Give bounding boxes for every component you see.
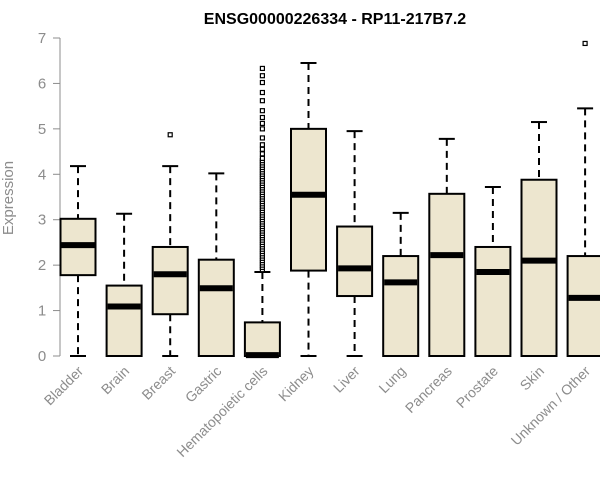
x-tick-label: Liver: [330, 363, 363, 396]
y-tick-label: 6: [38, 75, 46, 92]
outlier-point: [259, 155, 265, 161]
box-body: [382, 255, 420, 357]
outlier-point: [259, 89, 265, 96]
outlier-point: [259, 120, 265, 127]
y-axis: 0 1 2 3 4 5 6 7: [38, 30, 61, 365]
box-liver: [336, 130, 374, 357]
outlier-point: [259, 142, 265, 148]
x-tick-label: Brain: [98, 363, 132, 397]
outlier-point: [259, 151, 265, 157]
y-tick-label: 5: [38, 121, 46, 138]
x-tick-label: Breast: [138, 363, 178, 403]
box-gastric: [197, 172, 235, 358]
box-prostate: [474, 186, 512, 358]
box-skin: [520, 121, 558, 357]
outlier-point: [259, 108, 265, 114]
outlier-point: [259, 98, 265, 104]
x-tick-label: Lung: [375, 363, 408, 396]
boxes-group: [59, 40, 600, 359]
outlier-point: [259, 146, 265, 152]
outlier-point: [259, 73, 265, 79]
box-body: [290, 127, 327, 272]
y-axis-label: Expression: [0, 161, 17, 235]
outlier-point: [259, 135, 265, 141]
x-tick-label: Kidney: [275, 363, 317, 405]
box-body: [520, 178, 558, 357]
y-tick-label: 3: [38, 212, 46, 229]
x-tick-label: Hematopoietic cells: [173, 363, 270, 460]
box-body: [105, 284, 143, 358]
outlier-point: [259, 65, 265, 72]
box-body: [474, 245, 512, 358]
x-tick-label: Bladder: [41, 363, 87, 409]
outlier-point: [259, 79, 265, 86]
x-tick-label: Pancreas: [402, 363, 455, 416]
box-body: [566, 255, 600, 357]
outlier-point: [259, 114, 265, 121]
box-unknown-other: [566, 40, 600, 357]
box-body: [428, 192, 466, 357]
box-pancreas: [428, 137, 466, 357]
outlier-point: [259, 126, 265, 132]
box-body: [243, 321, 281, 357]
y-tick-label: 0: [38, 348, 46, 365]
box-body: [336, 225, 374, 298]
box-brain: [105, 212, 143, 358]
y-tick-label: 2: [38, 257, 46, 274]
box-hematopoietic-cells: [243, 65, 281, 359]
x-tick-label: Prostate: [453, 363, 501, 411]
box-kidney: [290, 61, 327, 357]
box-lung: [382, 211, 420, 357]
x-tick-label: Gastric: [182, 363, 225, 406]
x-tick-label: Unknown / Other: [508, 363, 594, 449]
chart-title: ENSG00000226334 - RP11-217B7.2: [204, 11, 467, 28]
box-bladder: [59, 165, 97, 357]
outlier-point: [582, 40, 588, 47]
box-breast: [151, 132, 189, 357]
y-tick-label: 7: [38, 30, 46, 47]
outlier-point: [167, 132, 173, 138]
box-body: [197, 258, 235, 358]
y-tick-label: 1: [38, 303, 46, 320]
x-tick-label: Skin: [517, 363, 548, 394]
box-body: [151, 245, 189, 316]
y-tick-label: 4: [38, 166, 46, 183]
